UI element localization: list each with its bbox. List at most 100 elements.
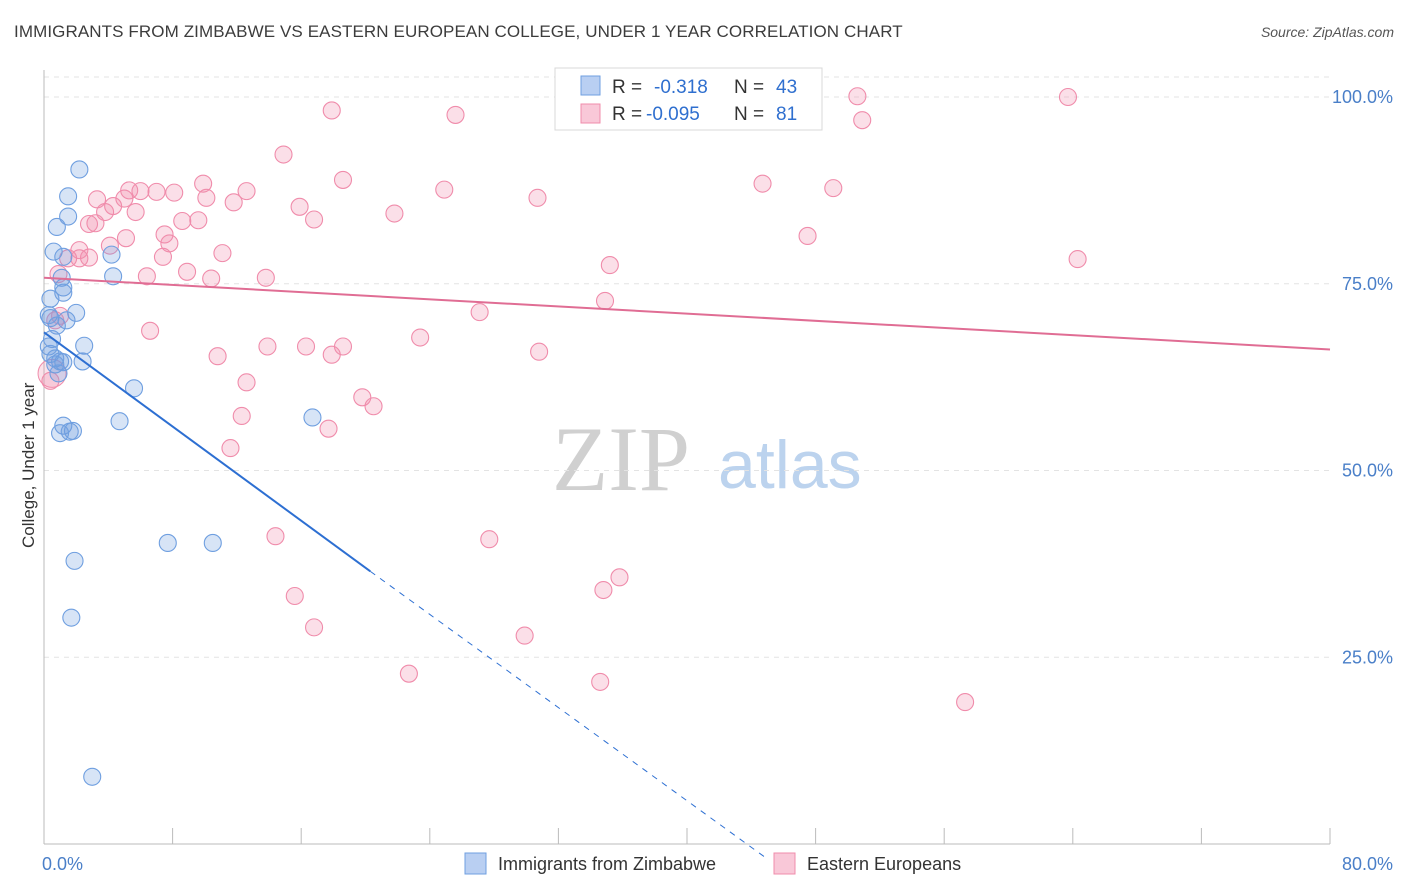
point-eastern <box>237 182 256 201</box>
legend-n-label-eastern: N = <box>734 104 764 125</box>
point-eastern <box>446 105 465 124</box>
point-eastern <box>131 182 150 201</box>
point-eastern <box>848 87 867 106</box>
point-eastern <box>322 101 341 120</box>
watermark-zip: ZIP <box>552 408 690 510</box>
point-eastern <box>530 342 549 361</box>
point-zimbabwe <box>44 242 63 261</box>
point-eastern <box>399 664 418 683</box>
trend-line-eastern <box>43 276 1331 351</box>
stats-legend: R = -0.318 N = 43 R = -0.095 N = 81 <box>554 67 823 131</box>
point-eastern <box>213 244 232 263</box>
point-eastern <box>364 397 383 416</box>
y-tick-labels: 25.0% 50.0% 75.0% 100.0% <box>1332 87 1393 667</box>
legend-r-value-zimbabwe: -0.318 <box>654 77 708 98</box>
point-zimbabwe <box>47 217 66 237</box>
point-eastern <box>435 180 454 199</box>
legend-swatch-eastern <box>580 103 601 124</box>
point-eastern <box>480 530 499 549</box>
point-eastern <box>137 267 156 286</box>
gridlines <box>44 76 1330 658</box>
point-eastern <box>153 247 173 266</box>
point-eastern <box>70 249 89 268</box>
point-zimbabwe <box>124 379 144 398</box>
point-eastern <box>237 373 256 392</box>
point-eastern <box>197 188 216 207</box>
point-eastern <box>600 256 619 275</box>
point-eastern <box>202 269 221 288</box>
trend-lines <box>43 276 1331 860</box>
point-eastern <box>385 204 404 223</box>
point-zimbabwe <box>102 245 121 264</box>
bottom-legend-label-eastern: Eastern Europeans <box>807 854 961 874</box>
point-zimbabwe <box>54 247 73 266</box>
point-eastern <box>515 626 534 645</box>
x-tick-label-min: 0.0% <box>42 854 83 874</box>
point-zimbabwe <box>70 160 89 179</box>
point-zimbabwe <box>62 608 81 627</box>
point-eastern <box>147 182 166 201</box>
point-eastern <box>208 347 227 366</box>
point-eastern <box>115 189 134 208</box>
point-eastern <box>1068 250 1087 269</box>
trend-line-zimbabwe <box>43 331 371 573</box>
point-eastern <box>296 337 316 356</box>
point-zimbabwe <box>59 187 78 206</box>
point-zimbabwe <box>158 533 177 553</box>
point-eastern <box>173 211 192 231</box>
y-axis-title: College, Under 1 year <box>19 382 38 548</box>
legend-r-label-eastern: R = <box>612 104 642 125</box>
bottom-legend-label-zimbabwe: Immigrants from Zimbabwe <box>498 854 716 874</box>
point-eastern <box>956 693 975 712</box>
point-eastern <box>290 197 309 216</box>
point-eastern <box>266 527 285 546</box>
point-eastern <box>87 190 107 209</box>
point-eastern <box>1058 87 1078 107</box>
point-eastern <box>79 248 99 267</box>
point-eastern <box>470 303 489 322</box>
point-zimbabwe <box>51 424 70 443</box>
trend-line-zimbabwe-extrapolated <box>370 570 768 860</box>
point-eastern <box>258 337 277 356</box>
point-eastern <box>824 179 843 198</box>
point-eastern <box>126 202 145 222</box>
point-eastern <box>155 225 174 244</box>
point-zimbabwe <box>59 207 78 226</box>
point-eastern <box>594 580 613 600</box>
point-eastern <box>141 321 160 340</box>
point-zimbabwe <box>83 767 102 786</box>
point-eastern <box>221 439 240 458</box>
series-legend: Immigrants from Zimbabwe Eastern Europea… <box>464 852 961 875</box>
point-zimbabwe <box>41 309 60 328</box>
point-eastern <box>194 174 213 193</box>
x-ticks <box>43 828 1331 844</box>
point-eastern <box>100 236 119 255</box>
bottom-legend-swatch-eastern <box>773 852 796 875</box>
y-tick-label: 25.0% <box>1342 647 1393 667</box>
legend-n-value-zimbabwe: 43 <box>776 77 797 98</box>
point-eastern <box>591 672 610 691</box>
legend-n-label-zimbabwe: N = <box>734 77 764 98</box>
y-tick-label: 50.0% <box>1342 461 1393 481</box>
point-zimbabwe <box>54 353 73 372</box>
chart-title: IMMIGRANTS FROM ZIMBABWE VS EASTERN EURO… <box>14 22 903 41</box>
point-eastern <box>189 211 208 230</box>
point-eastern <box>319 419 338 438</box>
series-zimbabwe <box>39 160 322 786</box>
point-eastern <box>224 193 243 212</box>
bottom-legend-swatch-zimbabwe <box>464 852 487 875</box>
series-eastern-europeans <box>37 81 1087 712</box>
legend-r-label-zimbabwe: R = <box>612 77 642 98</box>
point-eastern <box>595 291 615 310</box>
point-zimbabwe <box>67 303 86 322</box>
point-eastern <box>753 174 772 193</box>
legend-r-value-eastern: -0.095 <box>646 104 700 125</box>
point-zimbabwe <box>49 364 68 383</box>
point-eastern <box>610 568 629 587</box>
point-eastern <box>322 345 341 364</box>
point-zimbabwe <box>57 311 76 330</box>
point-eastern <box>798 226 817 245</box>
point-eastern <box>86 214 105 233</box>
point-eastern <box>528 188 547 207</box>
